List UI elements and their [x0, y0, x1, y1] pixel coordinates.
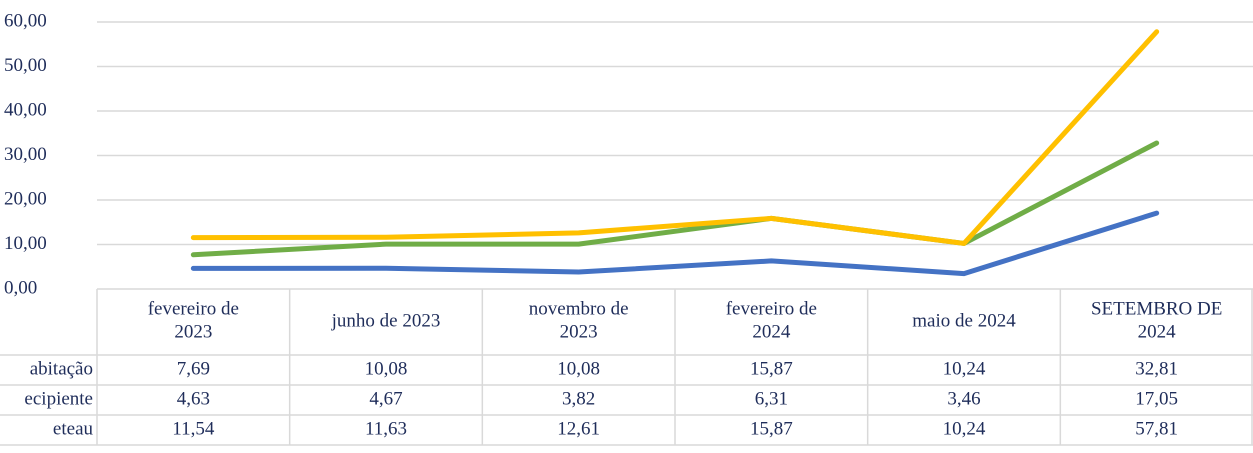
category-label: junho de 2023: [331, 310, 441, 331]
y-tick-label: 60,00: [4, 10, 47, 31]
series-line: [190, 29, 1160, 246]
table-value: 3,82: [562, 388, 595, 409]
y-tick-label: 50,00: [4, 55, 47, 76]
table-value: 15,87: [750, 418, 793, 439]
table-value: 10,24: [943, 418, 986, 439]
table-value: 6,31: [755, 388, 788, 409]
y-tick-label: 20,00: [4, 188, 47, 209]
table-value: 15,87: [750, 358, 793, 379]
table-value: 11,63: [365, 418, 407, 439]
table-value: 32,81: [1135, 358, 1178, 379]
category-label: novembro de 2023: [529, 299, 629, 343]
table-value: 4,67: [369, 388, 402, 409]
table-value: 57,81: [1135, 418, 1178, 439]
table-value: 7,69: [177, 358, 210, 379]
category-label: fevereiro de 2023: [148, 299, 239, 343]
table-value: 3,46: [947, 388, 980, 409]
table-value: 12,61: [557, 418, 600, 439]
y-tick-label: 30,00: [4, 144, 47, 165]
y-tick-label: 10,00: [4, 233, 47, 254]
table-value: 10,08: [557, 358, 600, 379]
y-tick-label: 40,00: [4, 99, 47, 120]
row-label: ecipiente: [24, 388, 93, 409]
table-value: 4,63: [177, 388, 210, 409]
row-label: eteau: [53, 418, 94, 439]
table-value: 10,08: [365, 358, 408, 379]
category-label: fevereiro de 2024: [726, 299, 817, 343]
category-label: SETEMBRO DE 2024: [1091, 299, 1222, 343]
table-value: 11,54: [172, 418, 215, 439]
category-label: maio de 2024: [912, 310, 1016, 331]
row-label: abitação: [30, 358, 93, 379]
series-line: [190, 210, 1160, 277]
y-tick-label: 0,00: [4, 277, 37, 298]
table-value: 17,05: [1135, 388, 1178, 409]
series-line: [190, 140, 1160, 258]
table-value: 10,24: [943, 358, 986, 379]
